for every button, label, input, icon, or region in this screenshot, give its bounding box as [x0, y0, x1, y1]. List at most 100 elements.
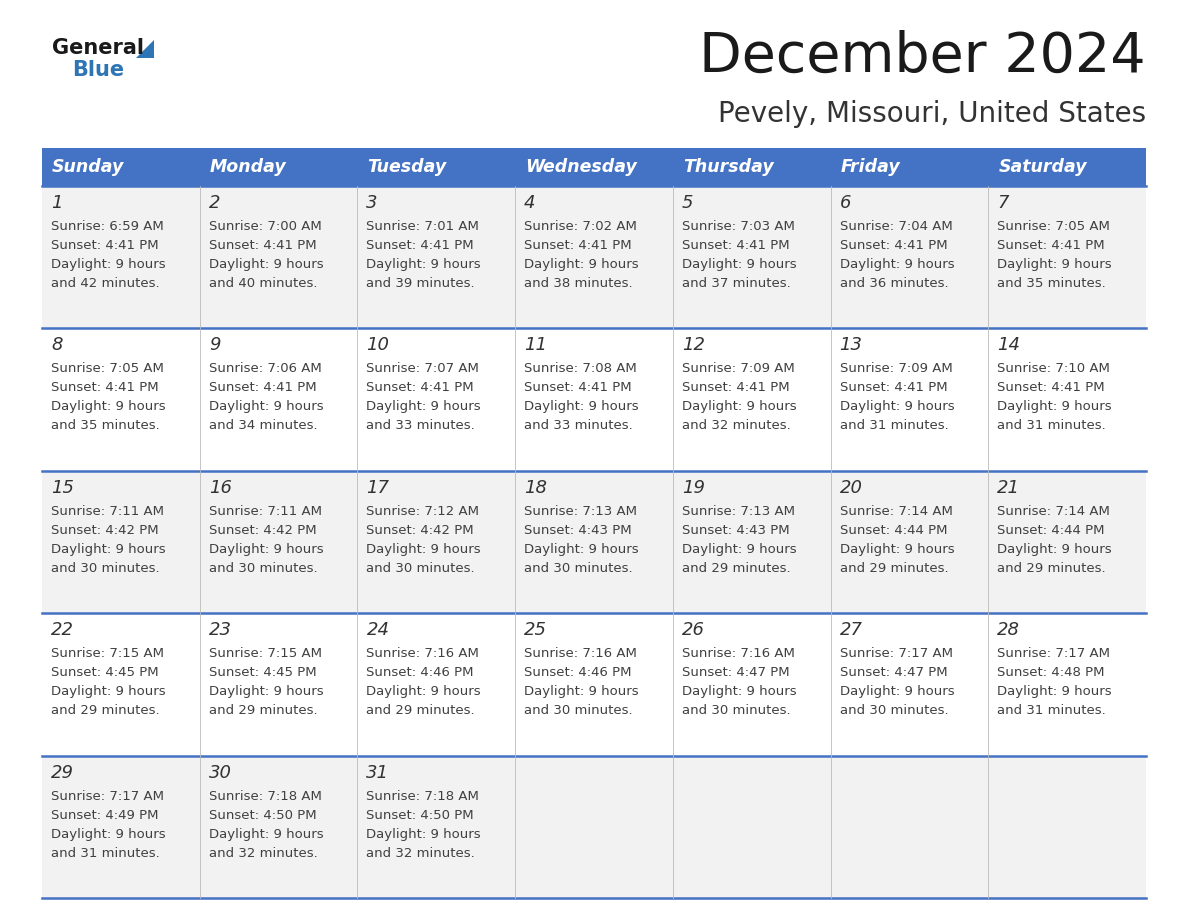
Bar [42, 186, 1146, 329]
Text: Daylight: 9 hours: Daylight: 9 hours [51, 828, 165, 841]
Text: and 30 minutes.: and 30 minutes. [51, 562, 159, 575]
Text: Sunset: 4:50 PM: Sunset: 4:50 PM [366, 809, 474, 822]
Text: Daylight: 9 hours: Daylight: 9 hours [209, 828, 323, 841]
Text: Daylight: 9 hours: Daylight: 9 hours [840, 685, 954, 699]
Text: 21: 21 [997, 479, 1020, 497]
Text: Daylight: 9 hours: Daylight: 9 hours [524, 543, 639, 555]
Text: Daylight: 9 hours: Daylight: 9 hours [209, 400, 323, 413]
Text: 7: 7 [997, 194, 1009, 212]
Text: 9: 9 [209, 336, 220, 354]
Text: Sunrise: 7:06 AM: Sunrise: 7:06 AM [209, 363, 322, 375]
Bar [988, 148, 1146, 186]
Text: Sunset: 4:42 PM: Sunset: 4:42 PM [209, 524, 316, 537]
Text: Sunrise: 7:14 AM: Sunrise: 7:14 AM [840, 505, 953, 518]
Text: Daylight: 9 hours: Daylight: 9 hours [682, 543, 796, 555]
Text: Blue: Blue [72, 60, 124, 80]
Text: Daylight: 9 hours: Daylight: 9 hours [524, 685, 639, 699]
Text: 29: 29 [51, 764, 74, 781]
Text: 3: 3 [366, 194, 378, 212]
Text: 19: 19 [682, 479, 704, 497]
Text: Sunrise: 7:16 AM: Sunrise: 7:16 AM [682, 647, 795, 660]
Text: and 35 minutes.: and 35 minutes. [997, 277, 1106, 290]
Text: Sunset: 4:45 PM: Sunset: 4:45 PM [51, 666, 159, 679]
Text: and 39 minutes.: and 39 minutes. [366, 277, 475, 290]
Text: Sunset: 4:41 PM: Sunset: 4:41 PM [682, 239, 790, 252]
Text: Daylight: 9 hours: Daylight: 9 hours [366, 258, 481, 271]
Text: Daylight: 9 hours: Daylight: 9 hours [366, 400, 481, 413]
Text: Daylight: 9 hours: Daylight: 9 hours [840, 543, 954, 555]
Text: and 31 minutes.: and 31 minutes. [51, 846, 159, 859]
Text: Daylight: 9 hours: Daylight: 9 hours [51, 400, 165, 413]
Text: Sunset: 4:46 PM: Sunset: 4:46 PM [366, 666, 474, 679]
Bar [42, 329, 1146, 471]
Text: Daylight: 9 hours: Daylight: 9 hours [51, 543, 165, 555]
Text: 13: 13 [840, 336, 862, 354]
Text: Daylight: 9 hours: Daylight: 9 hours [840, 400, 954, 413]
Text: and 29 minutes.: and 29 minutes. [51, 704, 159, 717]
Text: Daylight: 9 hours: Daylight: 9 hours [51, 258, 165, 271]
Text: Daylight: 9 hours: Daylight: 9 hours [682, 685, 796, 699]
Text: Sunday: Sunday [52, 158, 125, 176]
Text: Sunset: 4:47 PM: Sunset: 4:47 PM [840, 666, 947, 679]
Text: Daylight: 9 hours: Daylight: 9 hours [682, 400, 796, 413]
Text: and 31 minutes.: and 31 minutes. [997, 704, 1106, 717]
Text: Tuesday: Tuesday [367, 158, 447, 176]
Text: Daylight: 9 hours: Daylight: 9 hours [366, 828, 481, 841]
Text: Daylight: 9 hours: Daylight: 9 hours [209, 258, 323, 271]
Text: Sunrise: 7:14 AM: Sunrise: 7:14 AM [997, 505, 1110, 518]
Text: Sunrise: 7:08 AM: Sunrise: 7:08 AM [524, 363, 637, 375]
Text: and 29 minutes.: and 29 minutes. [997, 562, 1106, 575]
Text: Sunrise: 7:13 AM: Sunrise: 7:13 AM [682, 505, 795, 518]
Bar [672, 148, 830, 186]
Text: Sunrise: 7:12 AM: Sunrise: 7:12 AM [366, 505, 480, 518]
Text: 12: 12 [682, 336, 704, 354]
Text: and 30 minutes.: and 30 minutes. [524, 562, 633, 575]
Text: 4: 4 [524, 194, 536, 212]
Text: Sunrise: 7:11 AM: Sunrise: 7:11 AM [51, 505, 164, 518]
Text: Sunset: 4:46 PM: Sunset: 4:46 PM [524, 666, 632, 679]
Bar [516, 148, 672, 186]
Text: Sunset: 4:41 PM: Sunset: 4:41 PM [366, 239, 474, 252]
Text: and 30 minutes.: and 30 minutes. [840, 704, 948, 717]
Text: Daylight: 9 hours: Daylight: 9 hours [997, 258, 1112, 271]
Text: Sunrise: 7:09 AM: Sunrise: 7:09 AM [682, 363, 795, 375]
Text: Sunrise: 7:00 AM: Sunrise: 7:00 AM [209, 220, 322, 233]
Text: Sunrise: 7:13 AM: Sunrise: 7:13 AM [524, 505, 637, 518]
Text: Sunset: 4:49 PM: Sunset: 4:49 PM [51, 809, 158, 822]
Text: and 42 minutes.: and 42 minutes. [51, 277, 159, 290]
Text: Daylight: 9 hours: Daylight: 9 hours [682, 258, 796, 271]
Text: Sunrise: 7:16 AM: Sunrise: 7:16 AM [366, 647, 479, 660]
Bar [830, 148, 988, 186]
Text: and 34 minutes.: and 34 minutes. [209, 420, 317, 432]
Text: 5: 5 [682, 194, 694, 212]
Text: Sunset: 4:43 PM: Sunset: 4:43 PM [524, 524, 632, 537]
Text: Daylight: 9 hours: Daylight: 9 hours [840, 258, 954, 271]
Text: and 33 minutes.: and 33 minutes. [366, 420, 475, 432]
Text: Sunrise: 7:07 AM: Sunrise: 7:07 AM [366, 363, 479, 375]
Text: 20: 20 [840, 479, 862, 497]
Text: Sunset: 4:44 PM: Sunset: 4:44 PM [997, 524, 1105, 537]
Text: Sunrise: 7:04 AM: Sunrise: 7:04 AM [840, 220, 953, 233]
Text: and 29 minutes.: and 29 minutes. [209, 704, 317, 717]
Text: 22: 22 [51, 621, 74, 639]
Text: 10: 10 [366, 336, 390, 354]
Text: Sunrise: 6:59 AM: Sunrise: 6:59 AM [51, 220, 164, 233]
Text: and 29 minutes.: and 29 minutes. [366, 704, 475, 717]
Text: Monday: Monday [210, 158, 286, 176]
Text: Daylight: 9 hours: Daylight: 9 hours [997, 543, 1112, 555]
Text: and 32 minutes.: and 32 minutes. [682, 420, 790, 432]
Text: 25: 25 [524, 621, 548, 639]
Text: and 29 minutes.: and 29 minutes. [682, 562, 790, 575]
Text: 16: 16 [209, 479, 232, 497]
Text: Sunset: 4:41 PM: Sunset: 4:41 PM [997, 381, 1105, 395]
Text: 23: 23 [209, 621, 232, 639]
Text: Sunset: 4:41 PM: Sunset: 4:41 PM [524, 381, 632, 395]
Text: Daylight: 9 hours: Daylight: 9 hours [524, 258, 639, 271]
Text: Sunrise: 7:05 AM: Sunrise: 7:05 AM [997, 220, 1110, 233]
Text: and 32 minutes.: and 32 minutes. [366, 846, 475, 859]
Text: Daylight: 9 hours: Daylight: 9 hours [997, 400, 1112, 413]
Text: 26: 26 [682, 621, 704, 639]
Text: Sunset: 4:41 PM: Sunset: 4:41 PM [51, 239, 159, 252]
Bar [358, 148, 516, 186]
Text: Sunrise: 7:01 AM: Sunrise: 7:01 AM [366, 220, 479, 233]
